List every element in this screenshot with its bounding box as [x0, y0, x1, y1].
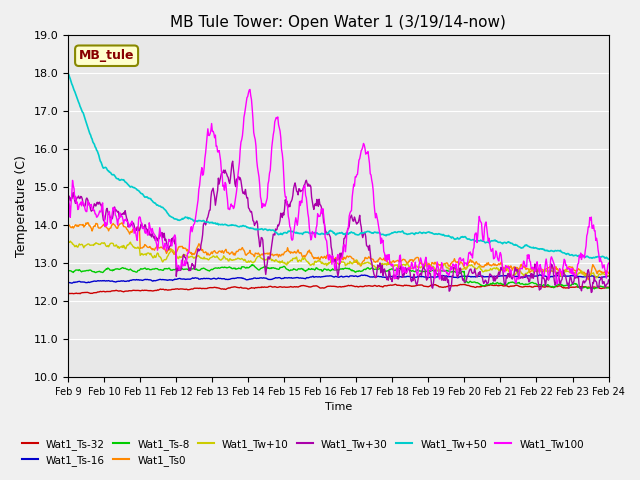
Wat1_Ts-8: [605, 285, 612, 291]
Wat1_Tw+50: [64, 70, 72, 75]
Wat1_Ts-8: [129, 268, 137, 274]
Line: Wat1_Ts-32: Wat1_Ts-32: [68, 284, 609, 294]
Wat1_Ts-32: [605, 284, 612, 290]
Line: Wat1_Tw100: Wat1_Tw100: [68, 89, 609, 284]
Line: Wat1_Tw+50: Wat1_Tw+50: [68, 72, 609, 259]
Title: MB Tule Tower: Open Water 1 (3/19/14-now): MB Tule Tower: Open Water 1 (3/19/14-now…: [170, 15, 506, 30]
Wat1_Ts-32: [421, 283, 429, 289]
Wat1_Ts-32: [64, 290, 72, 296]
Wat1_Tw100: [246, 86, 254, 92]
Wat1_Ts-8: [184, 267, 192, 273]
Wat1_Ts-16: [605, 273, 612, 279]
Wat1_Ts-16: [68, 280, 76, 286]
Wat1_Ts-32: [391, 281, 399, 287]
Wat1_Tw+30: [74, 194, 82, 200]
Line: Wat1_Tw+30: Wat1_Tw+30: [68, 161, 609, 292]
Wat1_Tw+10: [214, 254, 221, 260]
Wat1_Ts-32: [185, 287, 193, 292]
Wat1_Ts0: [420, 262, 428, 268]
Line: Wat1_Ts-16: Wat1_Ts-16: [68, 275, 609, 283]
X-axis label: Time: Time: [324, 402, 352, 412]
Wat1_Tw100: [554, 281, 561, 287]
Wat1_Tw+50: [184, 216, 192, 222]
Wat1_Ts-32: [214, 285, 221, 290]
Wat1_Tw+10: [605, 273, 612, 279]
Wat1_Tw+50: [74, 97, 82, 103]
Wat1_Ts0: [404, 258, 412, 264]
Wat1_Tw+30: [404, 266, 412, 272]
Wat1_Tw+10: [131, 244, 138, 250]
Wat1_Ts-32: [131, 288, 138, 293]
Wat1_Ts-32: [65, 291, 72, 297]
Wat1_Tw100: [420, 262, 428, 267]
Wat1_Ts0: [64, 223, 72, 228]
Wat1_Tw+30: [184, 264, 192, 270]
Y-axis label: Temperature (C): Temperature (C): [15, 155, 28, 257]
Text: MB_tule: MB_tule: [79, 49, 134, 62]
Wat1_Ts0: [214, 250, 221, 256]
Wat1_Tw100: [213, 143, 221, 149]
Wat1_Tw100: [129, 225, 137, 231]
Wat1_Tw+30: [64, 195, 72, 201]
Wat1_Tw+30: [213, 192, 221, 198]
Wat1_Tw+50: [129, 185, 137, 191]
Wat1_Tw+50: [404, 231, 412, 237]
Wat1_Ts0: [131, 225, 138, 231]
Wat1_Ts-16: [131, 277, 138, 283]
Wat1_Ts-8: [420, 268, 428, 274]
Wat1_Tw100: [184, 250, 192, 256]
Wat1_Tw100: [74, 207, 82, 213]
Wat1_Tw+30: [129, 220, 137, 226]
Wat1_Ts-32: [406, 283, 413, 288]
Line: Wat1_Ts-8: Wat1_Ts-8: [68, 264, 609, 289]
Wat1_Tw+10: [420, 264, 428, 269]
Wat1_Tw+30: [588, 289, 595, 295]
Wat1_Ts0: [185, 249, 193, 255]
Wat1_Ts-8: [64, 267, 72, 273]
Wat1_Ts-8: [248, 262, 256, 267]
Wat1_Tw+30: [420, 266, 428, 272]
Wat1_Ts-8: [404, 266, 412, 272]
Wat1_Tw+10: [185, 254, 193, 260]
Wat1_Ts0: [74, 222, 82, 228]
Legend: Wat1_Ts-32, Wat1_Ts-16, Wat1_Ts-8, Wat1_Ts0, Wat1_Tw+10, Wat1_Tw+30, Wat1_Tw+50,: Wat1_Ts-32, Wat1_Ts-16, Wat1_Ts-8, Wat1_…: [18, 434, 588, 470]
Line: Wat1_Tw+10: Wat1_Tw+10: [68, 241, 609, 278]
Wat1_Ts-16: [536, 272, 544, 278]
Wat1_Ts-32: [75, 290, 83, 296]
Wat1_Ts-16: [75, 279, 83, 285]
Wat1_Ts0: [605, 270, 612, 276]
Wat1_Ts-16: [404, 274, 412, 279]
Wat1_Ts0: [584, 277, 592, 283]
Wat1_Tw+10: [67, 238, 74, 244]
Wat1_Tw+50: [420, 229, 428, 235]
Wat1_Ts-16: [185, 276, 193, 282]
Wat1_Ts0: [84, 220, 92, 226]
Wat1_Ts-8: [74, 267, 82, 273]
Line: Wat1_Ts0: Wat1_Ts0: [68, 223, 609, 280]
Wat1_Ts-8: [591, 286, 598, 292]
Wat1_Ts-16: [420, 274, 428, 280]
Wat1_Ts-8: [213, 265, 221, 271]
Wat1_Tw+10: [593, 275, 600, 281]
Wat1_Tw100: [404, 265, 412, 271]
Wat1_Tw100: [605, 260, 612, 266]
Wat1_Tw+30: [229, 158, 237, 164]
Wat1_Tw100: [64, 192, 72, 198]
Wat1_Tw+10: [404, 263, 412, 269]
Wat1_Tw+50: [213, 221, 221, 227]
Wat1_Ts-16: [64, 280, 72, 286]
Wat1_Ts-16: [214, 276, 221, 281]
Wat1_Tw+10: [64, 239, 72, 245]
Wat1_Tw+10: [75, 242, 83, 248]
Wat1_Tw+30: [605, 277, 612, 283]
Wat1_Tw+50: [605, 256, 612, 262]
